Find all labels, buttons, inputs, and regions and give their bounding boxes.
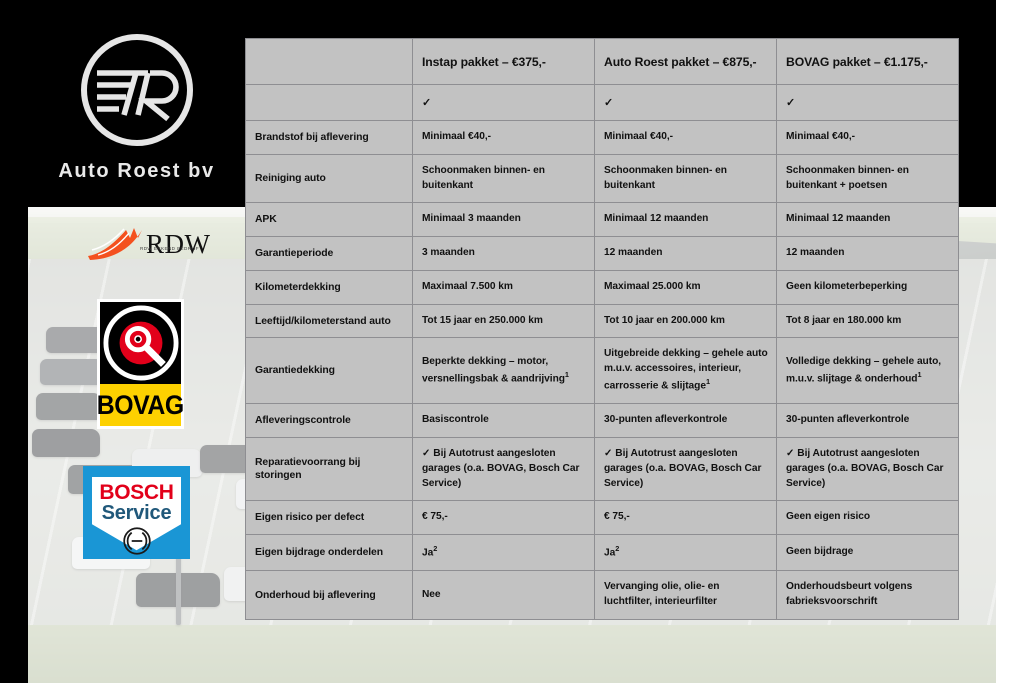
row-value-instap: ✓ [412,84,595,121]
row-value-auto-roest: Uitgebreide dekking – gehele auto m.u.v.… [594,337,777,405]
row-value-bovag: 30-punten afleverkontrole [776,403,959,438]
auto-roest-logo-block: Auto Roest bv [28,0,245,207]
row-value-instap: Ja2 [412,534,595,572]
row-value-bovag: Geen kilometerbeperking [776,269,959,305]
table-row: ✓ ✓ ✓ [245,84,959,121]
row-value-instap: Minimaal 3 maanden [412,202,595,238]
row-value-auto-roest: Vervanging olie, olie- en luchtfilter, i… [594,570,777,620]
row-value-bovag: ✓ Bij Autotrust aangesloten garages (o.a… [776,436,959,502]
row-value-auto-roest: ✓ [594,84,777,121]
row-feature-label: Reparatievoorrang bij storingen [245,436,413,502]
row-feature-label: Garantiedekking [245,337,413,405]
row-value-bovag: Schoonmaken binnen- en buitenkant + poet… [776,153,959,204]
table-row: Reparatievoorrang bij storingen ✓ Bij Au… [245,436,959,502]
row-value-bovag: Minimaal 12 maanden [776,202,959,238]
row-value-bovag: 12 maanden [776,236,959,271]
bovag-wordmark-banner: BOVAG [97,384,184,426]
row-value-bovag: Tot 8 jaar en 180.000 km [776,303,959,339]
row-value-bovag: Volledige dekking – gehele auto, m.u.v. … [776,337,959,405]
row-feature-label: Kilometerdekking [245,269,413,305]
row-feature-label: Leeftijd/kilometerstand auto [245,303,413,339]
row-value-bovag: Geen bijdrage [776,534,959,572]
bosch-frame-right [181,466,190,559]
row-feature-label: APK [245,202,413,238]
row-value-instap: 3 maanden [412,236,595,271]
rdw-subtext: RDW ERKEND BEDRIJF [140,246,200,251]
table-row: Reiniging auto Schoonmaken binnen- en bu… [245,153,959,204]
table-row: Afleveringscontrole Basiscontrole 30-pun… [245,403,959,438]
bovag-target-icon [100,302,181,384]
table-header-row: Instap pakket – €375,- Auto Roest pakket… [245,38,959,85]
table-header-auto-roest: Auto Roest pakket – €875,- [594,38,777,85]
auto-roest-circle-r-monogram-icon [76,29,198,151]
row-value-auto-roest: Tot 10 jaar en 200.000 km [594,303,777,339]
bosch-wordmark: BOSCH [99,481,174,504]
row-feature-label: Garantieperiode [245,236,413,271]
row-value-bovag: Onderhoudsbeurt volgens fabrieksvoorschr… [776,570,959,620]
table-row: Kilometerdekking Maximaal 7.500 km Maxim… [245,269,959,305]
row-feature-label: Eigen bijdrage onderdelen [245,534,413,572]
bosch-frame-top [83,466,190,477]
rdw-orange-arrow-icon [86,226,142,262]
row-feature-label: Brandstof bij aflevering [245,120,413,155]
row-feature-label: Onderhoud bij aflevering [245,570,413,620]
row-value-auto-roest: Minimaal €40,- [594,120,777,155]
row-value-instap: Minimaal €40,- [412,120,595,155]
row-value-bovag: ✓ [776,84,959,121]
row-value-auto-roest: Minimaal 12 maanden [594,202,777,238]
rdw-wordmark: RDW [146,228,211,259]
row-feature-label: Afleveringscontrole [245,403,413,438]
bovag-wordmark: BOVAG [97,389,184,420]
row-value-bovag: Geen eigen risico [776,500,959,536]
table-row: Eigen bijdrage onderdelen Ja2 Ja2 Geen b… [245,534,959,572]
row-feature-label: Eigen risico per defect [245,500,413,536]
table-body: ✓ ✓ ✓ Brandstof bij aflevering Minimaal … [245,84,959,620]
brand-name: Auto Roest bv [58,159,215,182]
table-header-instap: Instap pakket – €375,- [412,38,595,85]
table-row: APK Minimaal 3 maanden Minimaal 12 maand… [245,202,959,238]
bosch-service-logo: BOSCH Service [83,466,190,559]
row-value-bovag: Minimaal €40,- [776,120,959,155]
bovag-logo: BOVAG [97,299,184,429]
table-header-blank [245,38,413,85]
package-comparison-table: Instap pakket – €375,- Auto Roest pakket… [245,38,959,620]
bosch-armature-icon [122,526,152,559]
table-row: Brandstof bij aflevering Minimaal €40,- … [245,120,959,155]
row-value-auto-roest: ✓ Bij Autotrust aangesloten garages (o.a… [594,436,777,502]
row-value-instap: Nee [412,570,595,620]
table-row: Leeftijd/kilometerstand auto Tot 15 jaar… [245,303,959,339]
row-value-auto-roest: 12 maanden [594,236,777,271]
bosch-service-wordmark: Service [101,502,172,525]
row-value-auto-roest: 30-punten afleverkontrole [594,403,777,438]
table-row: Garantiedekking Beperkte dekking – motor… [245,337,959,405]
row-value-auto-roest: € 75,- [594,500,777,536]
table-row: Garantieperiode 3 maanden 12 maanden 12 … [245,236,959,271]
table-header-bovag: BOVAG pakket – €1.175,- [776,38,959,85]
row-feature-label [245,84,413,121]
row-value-auto-roest: Ja2 [594,534,777,572]
row-value-instap: Schoonmaken binnen- en buitenkant [412,153,595,204]
row-value-auto-roest: Schoonmaken binnen- en buitenkant [594,153,777,204]
row-value-instap: Beperkte dekking – motor, versnellingsba… [412,337,595,405]
row-value-instap: € 75,- [412,500,595,536]
rdw-logo: RDW [86,222,216,266]
row-feature-label: Reiniging auto [245,153,413,204]
row-value-auto-roest: Maximaal 25.000 km [594,269,777,305]
row-value-instap: Tot 15 jaar en 250.000 km [412,303,595,339]
row-value-instap: Maximaal 7.500 km [412,269,595,305]
bosch-frame-left [83,466,92,559]
table-row: Onderhoud bij aflevering Nee Vervanging … [245,570,959,620]
row-value-instap: Basiscontrole [412,403,595,438]
row-value-instap: ✓ Bij Autotrust aangesloten garages (o.a… [412,436,595,502]
table-row: Eigen risico per defect € 75,- € 75,- Ge… [245,500,959,536]
